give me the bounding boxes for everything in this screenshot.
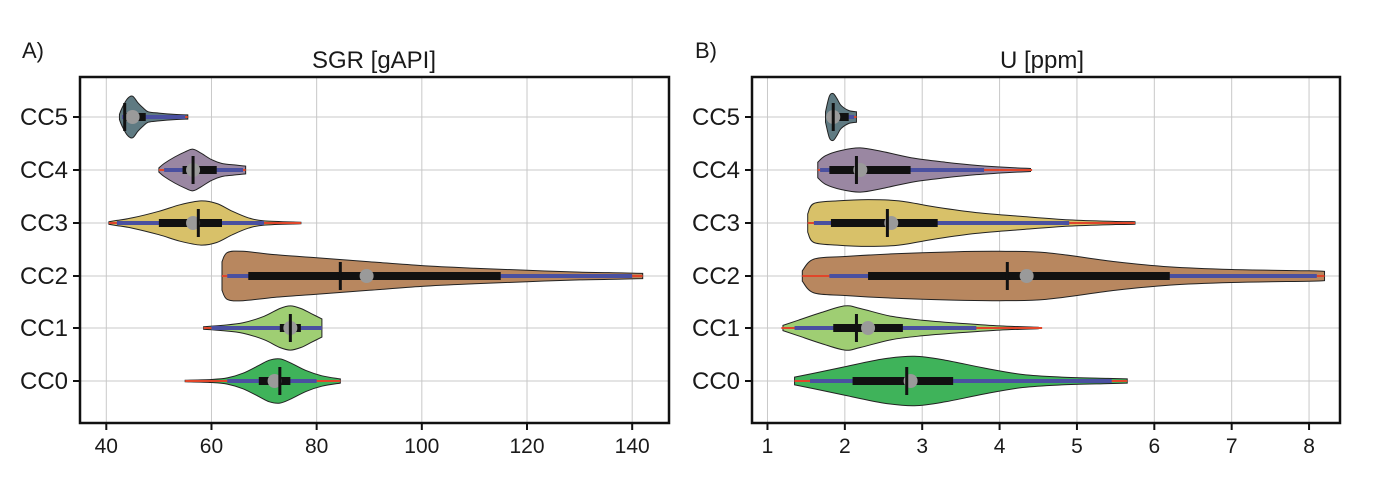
panel-a-violins [108,95,644,404]
x-tick-label: 60 [200,435,223,458]
mean-marker [861,321,876,335]
panel-b-categories: CC5 CC4 CC3 CC2 CC1 CC0 [692,104,740,395]
violin-cc1 [781,305,1043,351]
mean-marker [125,110,140,124]
category-label: CC2 [692,263,740,290]
violin-cc2 [221,250,644,302]
iqr-box [829,166,911,174]
x-tick-label: 4 [994,435,1006,458]
violin-cc0 [184,358,341,404]
x-tick-label: 40 [95,435,118,458]
mean-marker [186,216,201,230]
panel-a-ticks: 40 60 80 100 120 140 [73,116,650,458]
category-label: CC3 [692,210,740,237]
category-label: CC4 [692,157,740,184]
violin-cc5 [825,92,857,142]
x-tick-label: 3 [916,435,928,458]
x-tick-label: 6 [1148,435,1160,458]
x-tick-label: 140 [615,435,650,458]
panel-b-label: B) [695,38,717,63]
x-tick-label: 7 [1226,435,1238,458]
x-tick-label: 120 [509,435,544,458]
x-tick-label: 2 [839,435,851,458]
violin-cc4 [817,147,1033,193]
violin-cc3 [108,200,302,246]
category-label: CC3 [20,210,68,237]
violin-cc1 [203,305,323,351]
x-tick-label: 1 [762,435,774,458]
violin-cc2 [801,250,1326,302]
violin-cc4 [158,148,247,192]
panel-a-grid [80,77,669,423]
violin-cc3 [807,199,1136,247]
panel-a-title: SGR [gAPI] [312,47,436,74]
category-label: CC2 [20,263,68,290]
panel-a-label: A) [22,38,44,63]
x-tick-label: 80 [305,435,328,458]
category-label: CC0 [20,368,68,395]
category-label: CC1 [692,315,740,342]
category-label: CC1 [20,315,68,342]
panel-b-violins [781,92,1326,407]
category-label: CC5 [20,104,68,131]
mean-marker [359,269,374,283]
mean-marker [1019,269,1034,283]
iqr-box [248,272,501,280]
category-label: CC4 [20,157,68,184]
panel-b-frame [750,75,1342,425]
x-tick-label: 100 [404,435,439,458]
mean-marker [267,374,282,388]
panel-a-frame [78,75,671,425]
category-label: CC5 [692,104,740,131]
panel-a: A) SGR [gAPI] 40 60 80 100 120 140 CC5CC4CC3C… [20,38,671,458]
panel-b-ticks: 1 2 3 4 5 6 7 8 [745,116,1315,458]
iqr-box [852,377,954,385]
iqr-box [868,272,1170,280]
category-label: CC0 [692,368,740,395]
x-tick-label: 5 [1071,435,1083,458]
x-tick-label: 8 [1303,435,1315,458]
panel-b: B) U [ppm] 1 2 3 4 5 6 7 8 CC5 CC4 CC3 CC2 CC1 CC0 [692,38,1342,458]
panel-b-title: U [ppm] [1000,47,1084,74]
violin-cc0 [794,355,1128,407]
violin-cc5 [118,95,189,139]
panel-a-categories: CC5 CC4 CC3 CC2 CC1 CC0 [20,104,68,395]
